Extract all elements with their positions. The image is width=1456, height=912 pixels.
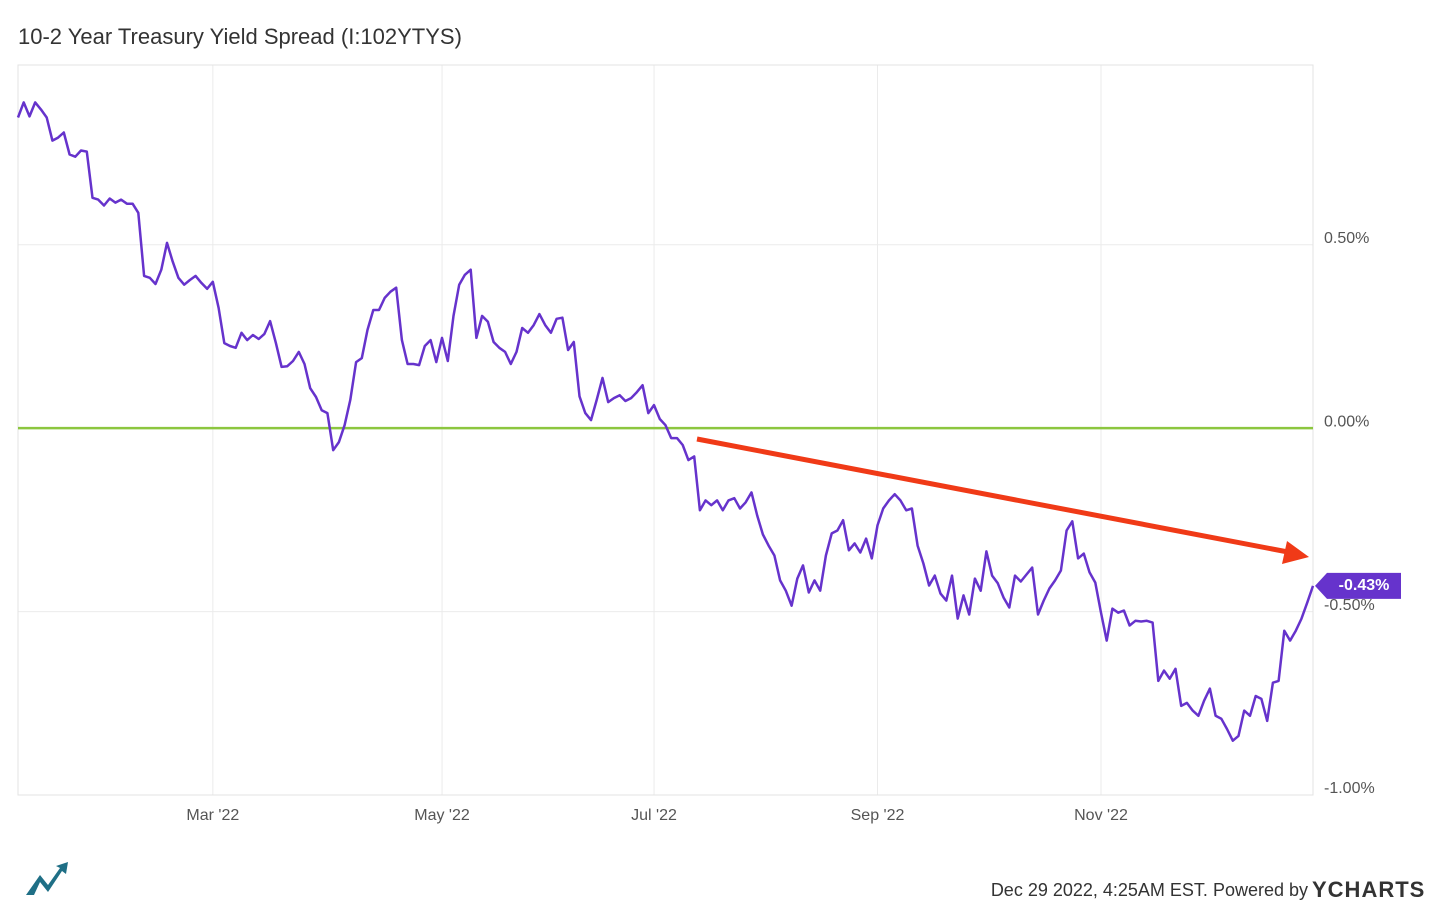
y-tick-label: -0.50% (1324, 597, 1375, 614)
plot-frame (17, 64, 1314, 796)
last-value-badge (1315, 572, 1401, 599)
y-tick-label: 0.50% (1324, 230, 1369, 247)
trend-arrow (696, 436, 1309, 564)
logo-mark (26, 862, 68, 895)
y-tick-label: 0.00% (1324, 413, 1369, 430)
x-tick-label: Sep '22 (851, 807, 905, 824)
x-tick-label: Mar '22 (186, 807, 239, 824)
y-tick-label: -1.00% (1324, 780, 1375, 797)
chart-title: 10-2 Year Treasury Yield Spread (I:102YT… (18, 24, 462, 49)
brand: YCHARTS (1312, 877, 1425, 902)
logo (26, 862, 68, 895)
last-value-label: -0.43% (1339, 577, 1390, 594)
footer: Dec 29 2022, 4:25AM EST. Powered by (991, 880, 1308, 900)
arrow-shaft (696, 436, 1289, 555)
x-tick-label: Nov '22 (1074, 807, 1128, 824)
x-tick-label: Jul '22 (631, 807, 677, 824)
arrow-head (1282, 541, 1309, 564)
spread-line (16, 101, 1315, 742)
x-tick-label: May '22 (414, 807, 470, 824)
